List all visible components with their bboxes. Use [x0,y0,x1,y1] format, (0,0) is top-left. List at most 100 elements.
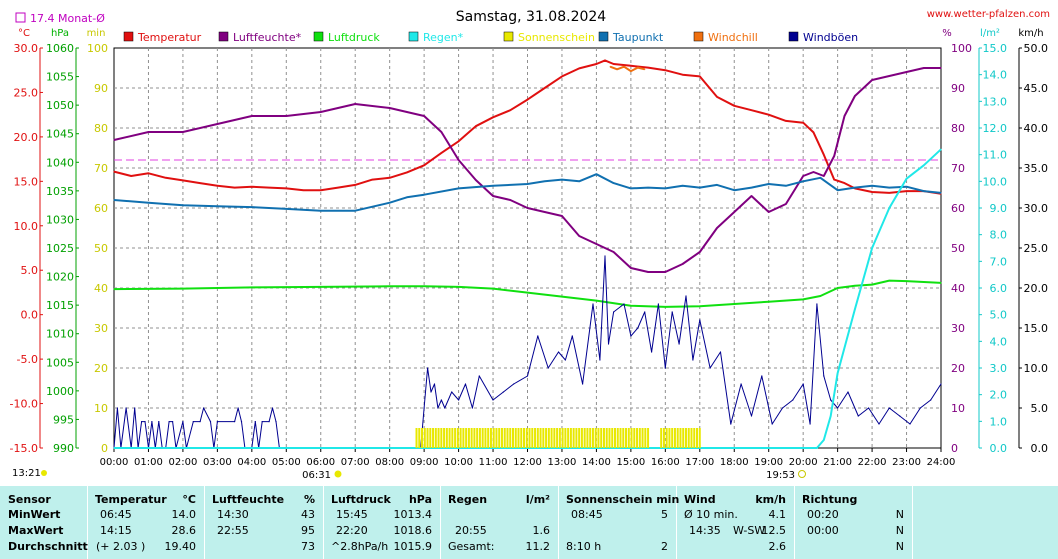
series-sonnenschein-bar [668,428,671,448]
series-temperatur-point [716,96,718,98]
series-taupunkt-point [561,179,563,181]
pressure-axis-tick-label: 995 [53,413,74,426]
pressure-axis-tick-label: 1045 [46,128,74,141]
series-windb-en-point [151,421,153,423]
humidity-axis-tick-label: 100 [951,42,972,55]
legend-swatch [218,31,229,42]
series-sonnenschein-bar [673,428,676,448]
wind-axis-tick-label: 50.0 [1024,42,1049,55]
stats-header-pressure-unit: hPa [408,493,432,506]
series-temperatur-point [733,105,735,107]
series-windb-en-point [141,421,143,423]
series-windb-en-point [699,319,701,321]
series-temperatur-point [440,152,442,154]
series-taupunkt-point [733,189,735,191]
series-luftdruck-point [837,287,839,289]
series-sonnenschein-bar [545,428,548,448]
x-tick-label: 15:00 [616,457,645,468]
rain-axis-tick-label: 10.0 [983,175,1008,188]
humidity-axis-tick-label: 80 [951,122,965,135]
series-windb-en-point [275,421,277,423]
series-windb-en-point [513,383,515,385]
series-sonnenschein-bar [589,428,592,448]
series-regen-point [871,247,873,249]
x-tick-label: 13:00 [548,457,577,468]
press-trend: ^2.8hPa/h [331,540,389,553]
humidity-axis-tick-label: 40 [951,282,965,295]
series-sonnenschein-bar [456,428,459,448]
series-luftdruck-point [182,288,184,290]
wind-max-time: 14:35 [689,524,721,537]
legend-label: Taupunkt [612,31,664,44]
series-temperatur-point [647,67,649,69]
series-temperatur-point [406,171,408,173]
series-luftfeuchte-point [768,211,770,213]
sun-axis-tick-label: 60 [94,202,108,215]
time-marker-label: 13:21 [12,468,41,479]
pressure-axis-tick-label: 1060 [46,42,74,55]
series-sonnenschein-bar [583,428,586,448]
series-sonnenschein-bar [492,428,495,448]
series-temperatur-point [320,189,322,191]
series-luftfeuchte-point [475,179,477,181]
temp-max-value: 28.6 [171,524,197,537]
humidity-axis-tick-label: 0 [951,442,958,455]
series-luftfeuchte-point [526,207,529,209]
dir-max-value: N [895,524,904,537]
series-windb-en-point [271,407,274,409]
sun-axis-tick-label: 40 [94,282,108,295]
series-luftdruck-point [251,286,253,288]
wind-avg-value: 2.6 [768,540,787,553]
series-windb-en-point [657,303,660,305]
series-luftfeuchte-point [251,115,253,117]
series-temperatur-point [458,140,460,142]
pressure-axis-tick-label: 1055 [46,71,74,84]
series-luftfeuchte-point [733,211,735,213]
press-max-time: 22:20 [336,524,368,537]
series-windb-en-point [604,255,606,257]
series-windb-en-point [234,421,236,423]
series-luftfeuchte-point [871,79,873,81]
series-windb-en-point [664,367,666,369]
series-sonnenschein-bar [676,428,679,448]
series-windb-en-point [537,335,539,337]
plot-series [113,59,942,449]
series-temperatur-point [750,109,753,111]
sunset-icon [798,470,806,478]
sun-min-time: 08:45 [571,508,603,521]
sunset-label: 19:53 [766,470,795,481]
series-windb-en-point [440,399,442,401]
temp-min-time: 06:45 [100,508,132,521]
series-regen-point [888,207,890,209]
series-sonnenschein-bar [613,428,616,448]
series-luftdruck [113,279,942,308]
series-sonnenschein-bar [580,428,583,448]
series-windb-en-point [471,407,473,409]
series-sonnenschein-bar [630,428,633,448]
x-tick-label: 09:00 [410,457,439,468]
series-windb-en-point [809,423,811,425]
series-windb-en-point [816,303,818,305]
series-windb-en-point [930,399,932,401]
series-sonnenschein-bar [619,428,622,448]
series-temperatur-point [699,75,701,77]
rain-axis-tick-label: 11.0 [983,149,1008,162]
wind-unit: km/h [1018,28,1043,39]
site-link[interactable]: www.wetter-pfalzen.com [927,9,1050,20]
series-taupunkt-point [647,187,649,189]
series-sonnenschein-bar [506,428,509,448]
series-luftfeuchte-point [544,211,546,213]
series-sonnenschein-bar [418,428,421,448]
series-windb-en-point [182,421,184,423]
series-windb-en-point [192,421,194,423]
series-windb-en-point [802,383,804,385]
series-taupunkt-point [750,187,753,189]
series-sonnenschein-bar [608,428,611,448]
series-windb-en-point [592,303,594,305]
series-temperatur-point [595,63,598,65]
series-windb-en-point [823,375,825,377]
series-windchill-point [630,70,632,72]
series-luftfeuchte-point [812,171,815,173]
stats-header-rain-unit: l/m² [525,493,550,506]
x-tick-label: 10:00 [444,457,473,468]
